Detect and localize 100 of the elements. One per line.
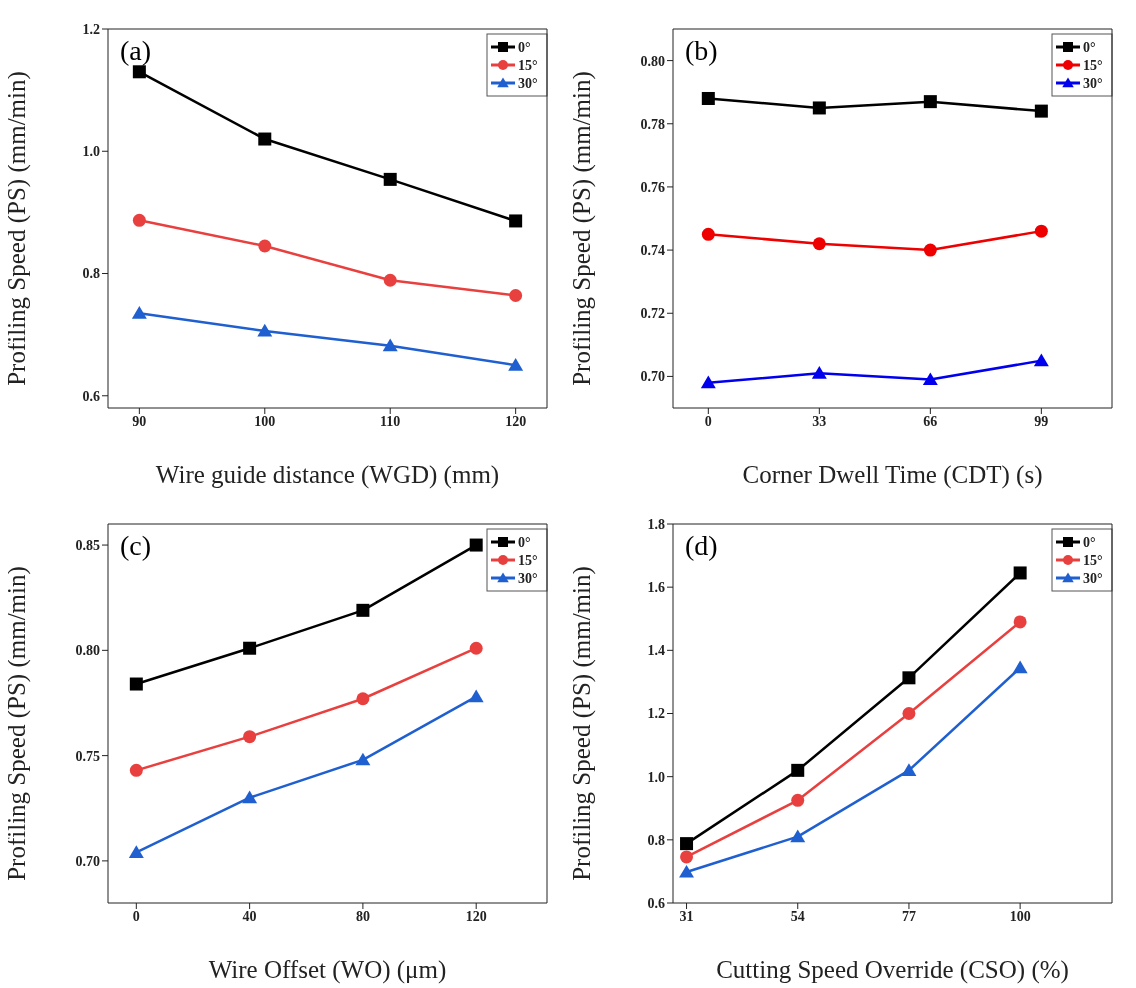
point	[132, 213, 146, 227]
legend-label: 30°	[518, 571, 538, 586]
point	[679, 864, 695, 878]
y-axis-title: Profiling Speed (PS) (mm/min)	[567, 71, 596, 386]
legend-label: 0°	[1083, 535, 1096, 550]
x-tick-label: 40	[242, 908, 257, 924]
legend-label: 30°	[518, 76, 538, 91]
point	[700, 375, 716, 389]
x-tick-label: 120	[505, 413, 527, 429]
point	[902, 707, 916, 720]
point	[258, 239, 272, 253]
x-tick-label: 90	[132, 413, 147, 429]
point	[383, 172, 397, 186]
y-tick-label: 0.8	[82, 266, 100, 282]
point	[812, 237, 826, 251]
y-tick-label: 0.75	[75, 748, 100, 764]
y-tick-label: 0.70	[640, 369, 665, 385]
y-tick-label: 1.4	[647, 643, 665, 659]
x-tick-label: 66	[923, 413, 938, 429]
y-tick-label: 0.70	[75, 853, 100, 869]
x-tick-label: 100	[254, 413, 276, 429]
x-tick-label: 99	[1034, 413, 1049, 429]
point	[701, 91, 715, 105]
point	[131, 306, 147, 319]
point	[791, 793, 805, 807]
x-axis-title: Wire Offset (WO) (μm)	[208, 956, 447, 984]
point	[790, 829, 806, 843]
point	[923, 243, 937, 257]
point	[509, 289, 523, 303]
point	[922, 372, 938, 386]
annotation: (a)	[120, 35, 152, 66]
point	[128, 845, 144, 858]
annotation: (b)	[685, 35, 718, 66]
legend-label: 30°	[1083, 571, 1103, 586]
legend-label: 15°	[518, 553, 538, 568]
point	[356, 692, 370, 706]
x-tick-label: 110	[380, 413, 401, 429]
x-tick-label: 54	[790, 908, 805, 924]
point	[383, 273, 397, 287]
point	[469, 538, 483, 552]
point	[243, 730, 257, 744]
x-axis-title: Corner Dwell Time (CDT) (s)	[742, 461, 1043, 489]
point	[355, 752, 371, 766]
point	[382, 338, 398, 352]
x-tick-label: 80	[355, 908, 370, 924]
point	[469, 641, 483, 655]
y-tick-label: 0.8	[647, 832, 665, 848]
x-tick-label: 120	[465, 908, 487, 924]
y-tick-label: 1.8	[647, 516, 665, 532]
y-tick-label: 0.6	[647, 895, 665, 911]
x-tick-label: 0	[704, 413, 712, 429]
y-tick-label: 0.74	[640, 243, 665, 259]
y-axis-title: Profiling Speed (PS) (mm/min)	[2, 71, 31, 386]
point	[129, 677, 143, 691]
legend-label: 15°	[518, 58, 538, 73]
annotation: (d)	[685, 530, 718, 561]
point	[257, 323, 273, 337]
point	[242, 790, 258, 804]
point	[811, 366, 827, 379]
x-tick-label: 31	[679, 908, 694, 924]
point	[1012, 660, 1028, 674]
point	[1033, 353, 1049, 367]
point	[791, 763, 805, 777]
point	[258, 132, 272, 146]
x-tick-label: 77	[901, 908, 916, 924]
point	[680, 850, 694, 864]
point	[129, 763, 143, 777]
y-tick-label: 1.0	[647, 769, 665, 785]
point	[1013, 615, 1027, 629]
legend-label: 30°	[1083, 76, 1103, 91]
point	[812, 101, 826, 115]
y-tick-label: 0.6	[82, 388, 100, 404]
point	[901, 763, 917, 776]
point	[356, 603, 370, 617]
y-tick-label: 0.80	[640, 53, 665, 69]
y-axis-title: Profiling Speed (PS) (mm/min)	[567, 566, 596, 881]
y-tick-label: 0.78	[640, 116, 665, 132]
y-tick-label: 0.85	[75, 538, 100, 554]
point	[132, 65, 146, 79]
point	[509, 214, 523, 228]
y-tick-label: 1.0	[82, 144, 100, 160]
y-tick-label: 0.80	[75, 643, 100, 659]
point	[1034, 224, 1048, 238]
x-tick-label: 100	[1009, 908, 1031, 924]
x-axis-title: Cutting Speed Override (CSO) (%)	[716, 956, 1069, 984]
annotation: (c)	[120, 530, 152, 561]
point	[701, 227, 715, 241]
x-tick-label: 0	[132, 908, 140, 924]
point	[1013, 566, 1027, 580]
y-tick-label: 1.2	[647, 706, 665, 722]
x-axis-title: Wire guide distance (WGD) (mm)	[155, 461, 500, 489]
legend-label: 0°	[1083, 40, 1096, 55]
legend-label: 0°	[518, 40, 531, 55]
point	[508, 358, 524, 371]
y-tick-label: 1.6	[647, 580, 665, 596]
legend-label: 15°	[1083, 553, 1103, 568]
legend-label: 15°	[1083, 58, 1103, 73]
y-tick-label: 0.76	[640, 179, 665, 195]
point	[902, 671, 916, 685]
y-tick-label: 1.2	[82, 21, 100, 37]
